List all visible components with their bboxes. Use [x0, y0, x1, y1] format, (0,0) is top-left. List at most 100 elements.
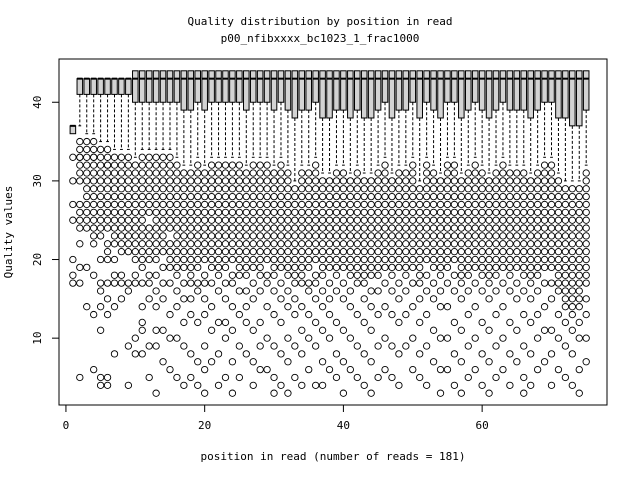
outlier-point	[346, 208, 354, 216]
outlier-point	[173, 216, 181, 224]
outlier-point	[353, 185, 361, 193]
box	[180, 70, 188, 111]
outlier-point	[499, 192, 507, 201]
outlier-point	[381, 161, 389, 169]
outlier-point	[152, 389, 160, 397]
outlier-point	[464, 373, 472, 382]
outlier-point	[471, 365, 479, 374]
outlier-point	[201, 365, 209, 374]
outlier-point	[582, 358, 590, 366]
box	[548, 70, 555, 103]
outlier-point	[402, 240, 410, 248]
outlier-point	[166, 153, 174, 161]
box	[243, 70, 250, 111]
outlier-point	[277, 350, 285, 358]
outlier-point	[582, 263, 590, 272]
outlier-point	[513, 248, 521, 256]
outlier-point	[305, 224, 313, 232]
outlier-point	[339, 208, 348, 216]
outlier-point	[96, 303, 105, 311]
outlier-point	[284, 263, 292, 272]
outlier-point	[450, 208, 459, 216]
outlier-point	[450, 161, 459, 169]
outlier-point	[298, 271, 306, 279]
outlier-point	[540, 358, 549, 366]
outlier-point	[464, 177, 472, 185]
outlier-point	[450, 248, 459, 256]
outlier-point	[124, 216, 133, 224]
outlier-point	[194, 381, 202, 389]
outlier-point	[110, 192, 119, 201]
outlier-point	[561, 224, 570, 232]
outlier-point	[575, 240, 583, 248]
outlier-point	[443, 216, 452, 224]
outlier-point	[457, 326, 465, 334]
outlier-point	[464, 192, 472, 201]
outlier-point	[388, 373, 396, 382]
box-group	[201, 70, 209, 397]
x-tick-label: 0	[63, 419, 70, 432]
outlier-point	[284, 232, 292, 240]
outlier-point	[360, 224, 368, 232]
outlier-point	[201, 216, 209, 224]
outlier-point	[339, 177, 348, 185]
outlier-point	[520, 373, 528, 382]
outlier-point	[214, 248, 223, 256]
outlier-point	[568, 310, 576, 319]
outlier-point	[256, 271, 264, 279]
outlier-point	[277, 255, 285, 264]
outlier-point	[131, 350, 139, 358]
outlier-point	[568, 287, 576, 295]
outlier-point	[214, 263, 223, 272]
outlier-point	[513, 192, 521, 201]
outlier-point	[471, 279, 479, 287]
outlier-point	[436, 334, 445, 342]
outlier-point	[554, 185, 563, 193]
outlier-point	[367, 232, 375, 240]
outlier-point	[506, 271, 514, 279]
outlier-point	[478, 192, 486, 201]
outlier-point	[513, 224, 521, 232]
outlier-point	[416, 248, 424, 256]
box	[97, 78, 104, 95]
outlier-point	[568, 200, 576, 209]
outlier-point	[575, 216, 583, 224]
outlier-point	[124, 248, 133, 256]
outlier-point	[568, 216, 576, 224]
box-group	[478, 70, 486, 389]
outlier-point	[492, 248, 500, 256]
box-group	[284, 70, 292, 397]
outlier-point	[422, 271, 431, 279]
outlier-point	[256, 287, 264, 295]
outlier-point	[180, 295, 188, 303]
outlier-point	[131, 224, 139, 232]
outlier-point	[207, 169, 216, 177]
outlier-point	[76, 373, 84, 382]
outlier-point	[103, 255, 112, 264]
outlier-point	[312, 161, 320, 169]
outlier-point	[228, 255, 237, 264]
outlier-point	[325, 295, 334, 303]
outlier-point	[554, 287, 563, 295]
outlier-point	[194, 318, 202, 327]
outlier-point	[124, 177, 133, 185]
outlier-point	[131, 161, 139, 169]
outlier-point	[381, 303, 389, 311]
outlier-point	[561, 208, 570, 216]
outlier-point	[402, 177, 410, 185]
outlier-point	[533, 216, 542, 224]
outlier-point	[339, 169, 348, 177]
outlier-point	[367, 358, 375, 366]
outlier-point	[575, 263, 583, 272]
outlier-point	[138, 200, 146, 209]
outlier-point	[201, 279, 209, 287]
outlier-point	[159, 161, 167, 169]
outlier-point	[457, 279, 465, 287]
outlier-point	[450, 271, 459, 279]
outlier-point	[374, 255, 382, 264]
outlier-point	[409, 200, 417, 209]
outlier-point	[235, 232, 244, 240]
box	[305, 70, 312, 111]
outlier-point	[492, 169, 500, 177]
